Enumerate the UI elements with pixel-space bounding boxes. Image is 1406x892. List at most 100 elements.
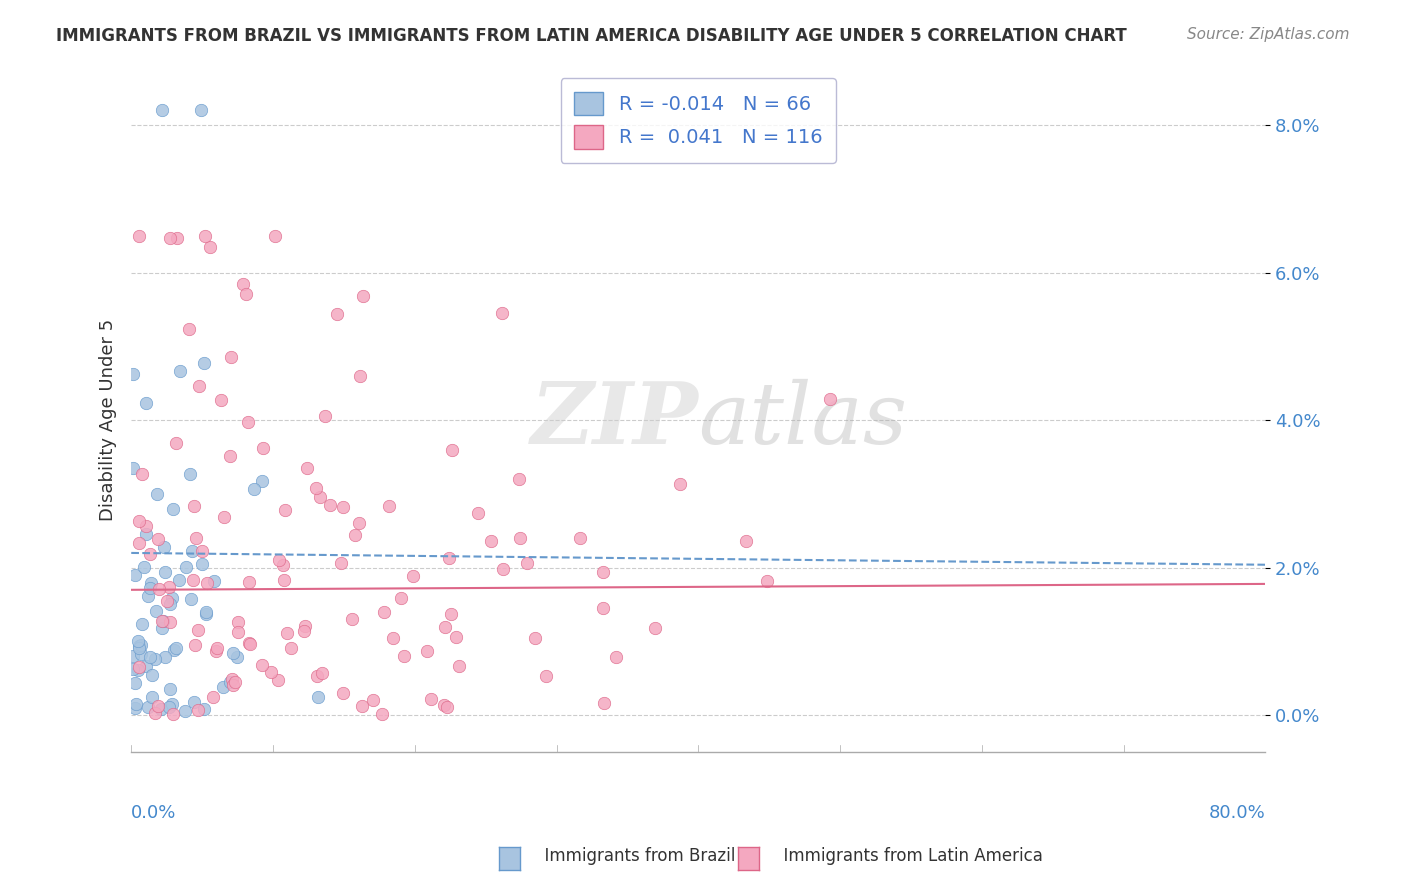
Point [238,636,260,650]
Point [326,307,349,321]
Text: 80.0%: 80.0% [1209,804,1265,822]
Point [342,612,364,626]
Point [128,228,150,243]
Text: ZIP: ZIP [530,378,699,462]
Point [222,678,245,692]
Point [267,673,290,688]
Point [735,533,758,548]
Point [479,533,502,548]
Point [467,506,489,520]
Point [124,701,146,715]
Point [219,350,242,364]
Point [273,573,295,587]
Point [444,630,467,644]
Point [361,693,384,707]
Point [221,672,243,686]
Point [183,573,205,587]
Point [183,638,205,652]
Point [226,650,249,665]
Point [211,680,233,694]
Point [145,706,167,720]
Point [194,228,217,243]
Point [592,697,614,711]
Point [146,532,169,546]
Point [181,544,204,558]
Point [250,658,273,673]
Point [243,482,266,496]
Point [159,597,181,611]
Point [157,700,180,714]
Point [135,526,157,541]
Point [419,691,441,706]
Point [509,531,531,545]
Point [382,631,405,645]
Point [433,698,456,712]
Point [159,682,181,697]
Point [183,499,205,513]
Point [186,531,208,545]
Point [131,467,153,481]
Point [205,640,228,655]
Point [173,704,195,718]
Point [180,591,202,606]
Point [820,392,842,407]
Point [353,289,375,303]
Point [280,641,302,656]
Point [205,644,228,658]
Point [440,607,463,622]
Point [222,646,245,660]
Point [139,547,162,561]
Point [150,103,173,118]
Point [295,460,318,475]
Point [187,379,209,393]
Point [294,618,316,632]
Point [226,625,249,640]
Point [516,557,538,571]
Point [524,631,547,645]
Point [534,668,557,682]
Point [122,461,145,475]
Point [136,589,159,603]
Point [219,450,242,464]
Point [141,668,163,682]
Legend: R = -0.014   N = 66, R =  0.041   N = 116: R = -0.014 N = 66, R = 0.041 N = 116 [561,78,837,162]
Point [492,562,515,576]
Point [402,569,425,583]
Point [236,415,259,429]
Point [169,364,191,378]
Point [156,594,179,608]
Point [309,490,332,504]
Point [332,686,354,700]
Point [239,637,262,651]
Point [127,663,149,677]
Text: Source: ZipAtlas.com: Source: ZipAtlas.com [1187,27,1350,42]
Point [135,658,157,673]
Point [260,665,283,680]
Point [305,481,328,495]
Point [238,574,260,589]
Text: 0.0%: 0.0% [131,804,177,822]
Point [128,659,150,673]
Point [193,356,215,370]
Point [125,697,148,711]
Point [162,502,184,516]
Point [127,634,149,648]
Point [195,607,218,621]
Point [349,516,371,530]
Point [121,367,143,381]
Point [179,467,201,481]
Point [160,698,183,712]
Point [329,557,352,571]
Point [121,648,143,663]
Point [352,699,374,714]
Point [153,649,176,664]
Point [190,103,212,118]
Point [157,581,180,595]
Point [191,558,214,572]
Point [319,498,342,512]
Point [139,582,162,596]
Point [194,605,217,619]
Point [605,650,627,665]
Text: Immigrants from Brazil: Immigrants from Brazil [534,847,735,865]
Point [160,591,183,606]
